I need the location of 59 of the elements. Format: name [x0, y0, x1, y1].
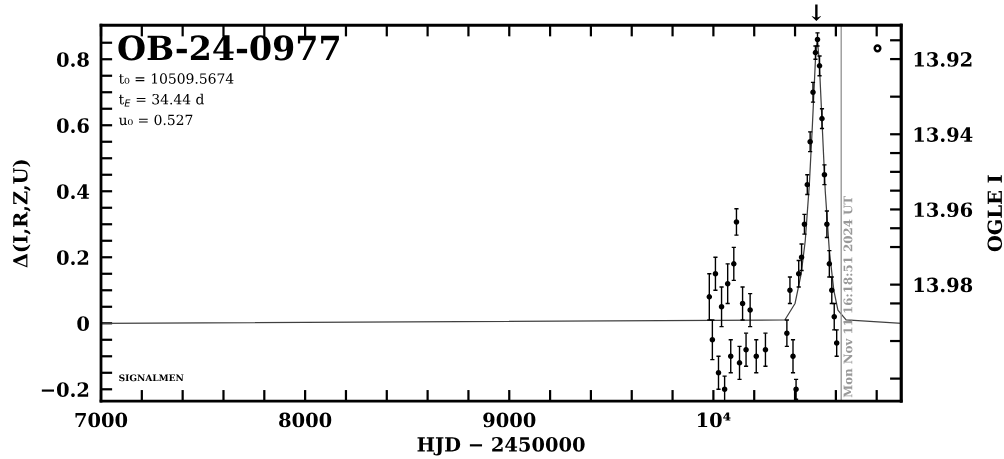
x-tick-label: 9000: [483, 412, 536, 428]
point: [821, 171, 828, 178]
x-tick-label: 8000: [279, 412, 332, 428]
point: [812, 49, 819, 56]
point: [733, 219, 740, 225]
annotation: t$_{E}$ = 34.44 d: [119, 93, 204, 107]
point: [787, 287, 793, 294]
point: [718, 303, 725, 310]
y-tick-label: 0: [77, 316, 89, 331]
x-tick-label: 7000: [75, 412, 128, 428]
point: [829, 287, 835, 294]
point: [712, 270, 719, 277]
y2-axis-title: OGLE I: [987, 175, 1003, 252]
point: [814, 36, 821, 43]
y-tick-label: 0.2: [56, 250, 89, 265]
x-axis-title: HJD − 2450000: [417, 436, 585, 456]
point: [801, 221, 808, 228]
point: [709, 336, 716, 343]
point: [810, 89, 816, 96]
text: ↓: [811, 4, 821, 22]
point: [833, 340, 840, 346]
annotation: Mon Nov 11 16:18:51 2024 UT: [843, 196, 853, 398]
point: [873, 44, 882, 53]
point: [784, 330, 790, 336]
point: [736, 360, 743, 366]
annotation: t₀ = 10509.5674: [119, 73, 234, 84]
y2-tick-label: 13.92: [914, 52, 972, 67]
y-tick-label: 0.4: [56, 184, 90, 199]
y2-tick-label: 13.96: [914, 202, 973, 218]
y-tick-label: 0.8: [56, 52, 89, 67]
point: [753, 353, 760, 360]
point: [824, 221, 830, 228]
y-axis-title: Δ(I,R,Z,U): [12, 160, 31, 268]
chart-title: OB-24-0977: [118, 35, 339, 61]
point: [731, 261, 737, 267]
y-tick-label: 0.6: [56, 118, 89, 133]
point: [816, 63, 823, 69]
point: [727, 353, 734, 360]
y-tick-label: −0.2: [41, 382, 89, 397]
point: [804, 181, 811, 188]
point: [715, 370, 722, 376]
point: [739, 300, 746, 307]
point: [793, 386, 799, 393]
point: [706, 294, 713, 300]
point: [807, 138, 813, 145]
point: [721, 386, 728, 393]
point: [790, 353, 796, 360]
point: [762, 346, 769, 353]
point: [826, 261, 833, 267]
annotation: u₀ = 0.527: [118, 114, 193, 126]
point: [819, 115, 825, 122]
x-tick-label: 10⁴: [697, 412, 731, 428]
point: [724, 280, 731, 287]
y2-tick-label: 13.98: [914, 277, 973, 293]
y2-tick-label: 13.94: [914, 127, 973, 142]
point: [831, 313, 838, 320]
annotation: SIGNALMEN: [119, 374, 184, 382]
point: [743, 346, 749, 353]
point: [747, 307, 753, 313]
